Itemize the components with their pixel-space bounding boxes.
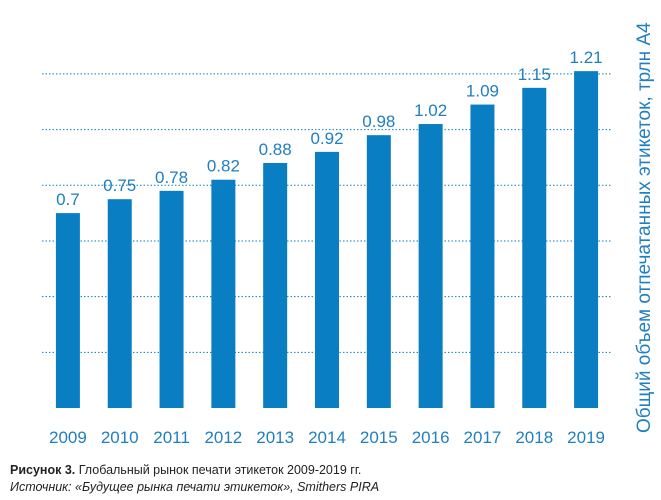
value-label-2009: 0.7 bbox=[56, 190, 80, 209]
x-tick-2019: 2019 bbox=[567, 428, 605, 447]
x-tick-2013: 2013 bbox=[256, 428, 294, 447]
value-labels: 0.7 0.75 0.78 0.82 0.88 0.92 0.98 1.02 1.09 1.15 1… bbox=[56, 48, 603, 209]
x-tick-2012: 2012 bbox=[204, 428, 242, 447]
value-label-2018: 1.15 bbox=[518, 65, 551, 84]
x-tick-2010: 2010 bbox=[101, 428, 139, 447]
value-label-2013: 0.88 bbox=[259, 140, 292, 159]
bar-2011 bbox=[159, 190, 184, 408]
figure-source: Источник: «Будущее рынка печати этикеток… bbox=[10, 480, 380, 494]
bar-2019 bbox=[574, 71, 599, 409]
bar-2017 bbox=[470, 104, 495, 408]
figure-caption: Рисунок 3. Глобальный рынок печати этике… bbox=[10, 463, 361, 477]
value-label-2011: 0.78 bbox=[155, 168, 188, 187]
x-tick-2011: 2011 bbox=[153, 428, 190, 447]
bar-2018 bbox=[522, 87, 547, 408]
x-tick-labels: 2009 2010 2011 2012 2013 2014 2015 2016 2017 2018… bbox=[49, 428, 605, 447]
bar-2009 bbox=[55, 213, 80, 408]
value-label-2010: 0.75 bbox=[103, 176, 136, 195]
bar-chart: 0.7 0.75 0.78 0.82 0.88 0.92 0.98 1.02 1.09 1.15 1… bbox=[42, 48, 612, 447]
bar-2010 bbox=[107, 199, 132, 408]
x-tick-2014: 2014 bbox=[308, 428, 346, 447]
bars bbox=[55, 71, 599, 409]
y-axis-label: Общий объем отпечатанных этикеток, трлн … bbox=[634, 22, 655, 433]
x-tick-2018: 2018 bbox=[515, 428, 553, 447]
bar-2014 bbox=[315, 151, 339, 408]
value-label-2017: 1.09 bbox=[466, 82, 499, 101]
value-label-2016: 1.02 bbox=[414, 101, 447, 120]
value-label-2012: 0.82 bbox=[207, 157, 240, 176]
bar-2012 bbox=[211, 179, 236, 408]
x-tick-2015: 2015 bbox=[360, 428, 398, 447]
bar-2016 bbox=[418, 124, 443, 409]
value-label-2014: 0.92 bbox=[310, 129, 343, 148]
x-tick-2017: 2017 bbox=[464, 428, 502, 447]
figure-caption-text: Глобальный рынок печати этикеток 2009-20… bbox=[75, 463, 362, 477]
bar-2015 bbox=[366, 135, 391, 408]
value-label-2015: 0.98 bbox=[362, 112, 395, 131]
figure-caption-label: Рисунок 3. bbox=[10, 463, 76, 477]
x-tick-2016: 2016 bbox=[412, 428, 450, 447]
bar-2013 bbox=[263, 163, 288, 408]
x-tick-2009: 2009 bbox=[49, 428, 87, 447]
value-label-2019: 1.21 bbox=[570, 48, 603, 67]
